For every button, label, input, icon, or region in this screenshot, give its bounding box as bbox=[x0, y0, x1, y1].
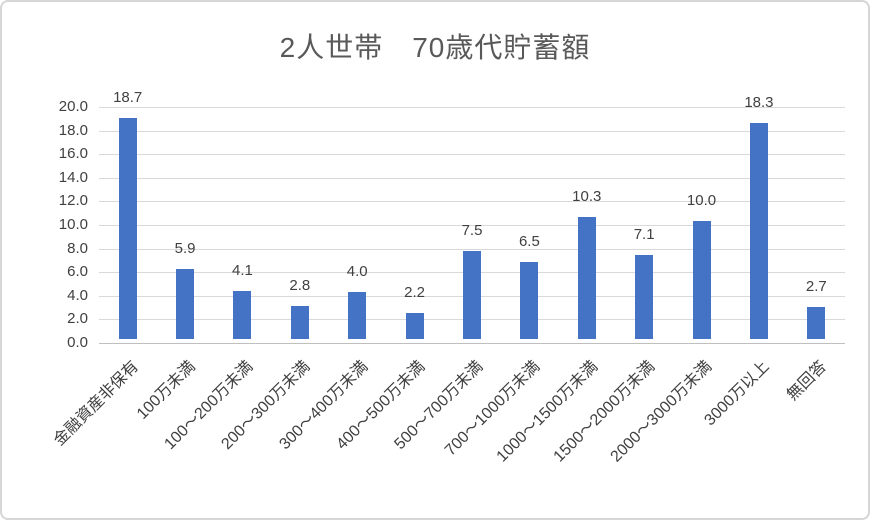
gridline bbox=[99, 177, 845, 179]
data-label: 2.2 bbox=[404, 284, 426, 302]
x-tick-label: 1500〜2000万未満 bbox=[550, 358, 659, 466]
y-tick-label: 14.0 bbox=[58, 168, 88, 186]
data-label: 10.3 bbox=[572, 188, 602, 206]
data-label: 7.1 bbox=[633, 226, 655, 244]
y-tick-label: 4.0 bbox=[67, 286, 88, 304]
data-label: 5.9 bbox=[174, 240, 196, 258]
gridline bbox=[99, 154, 845, 156]
data-label: 18.3 bbox=[744, 94, 774, 112]
data-label: 2.8 bbox=[289, 276, 311, 294]
gridline bbox=[99, 130, 845, 132]
bar bbox=[463, 250, 481, 339]
bar bbox=[520, 262, 539, 339]
data-label: 2.7 bbox=[805, 278, 827, 296]
data-label: 10.0 bbox=[686, 192, 717, 209]
bar bbox=[749, 123, 768, 339]
y-tick-label: 6.0 bbox=[67, 263, 88, 281]
data-label: 7.5 bbox=[461, 221, 483, 239]
bar bbox=[405, 313, 424, 339]
gridline bbox=[99, 248, 845, 250]
y-tick-label: 16.0 bbox=[58, 145, 88, 163]
gridline bbox=[99, 201, 845, 203]
bar bbox=[290, 305, 309, 339]
y-tick-label: 10.0 bbox=[58, 216, 88, 233]
y-tick-label: 0.0 bbox=[67, 334, 88, 351]
bar bbox=[233, 290, 252, 339]
bar bbox=[348, 291, 367, 339]
bar bbox=[176, 269, 195, 339]
x-tick-label: 2000〜3000万未満 bbox=[607, 358, 716, 466]
bar bbox=[577, 217, 596, 339]
x-tick-label: 1000〜1500万未満 bbox=[493, 358, 601, 466]
data-label: 6.5 bbox=[518, 233, 540, 251]
bar bbox=[118, 118, 137, 339]
x-tick-label: 金融資産非保有 bbox=[50, 358, 142, 450]
gridline bbox=[99, 225, 845, 226]
x-axis-line bbox=[99, 343, 845, 344]
y-tick-label: 2.0 bbox=[67, 310, 88, 328]
bar bbox=[635, 255, 654, 339]
data-label: 18.7 bbox=[113, 89, 143, 107]
x-tick-label: 無回答 bbox=[784, 358, 831, 404]
bar bbox=[692, 221, 711, 339]
data-label: 4.0 bbox=[346, 262, 368, 280]
chart-title: 2人世帯 70歳代貯蓄額 bbox=[279, 32, 591, 63]
bar bbox=[807, 307, 826, 339]
gridline bbox=[99, 107, 845, 108]
y-tick-label: 12.0 bbox=[58, 192, 88, 210]
y-tick-label: 8.0 bbox=[67, 239, 88, 257]
y-tick-label: 18.0 bbox=[58, 121, 88, 139]
y-tick-label: 20.0 bbox=[58, 98, 88, 115]
data-label: 4.1 bbox=[232, 261, 253, 279]
